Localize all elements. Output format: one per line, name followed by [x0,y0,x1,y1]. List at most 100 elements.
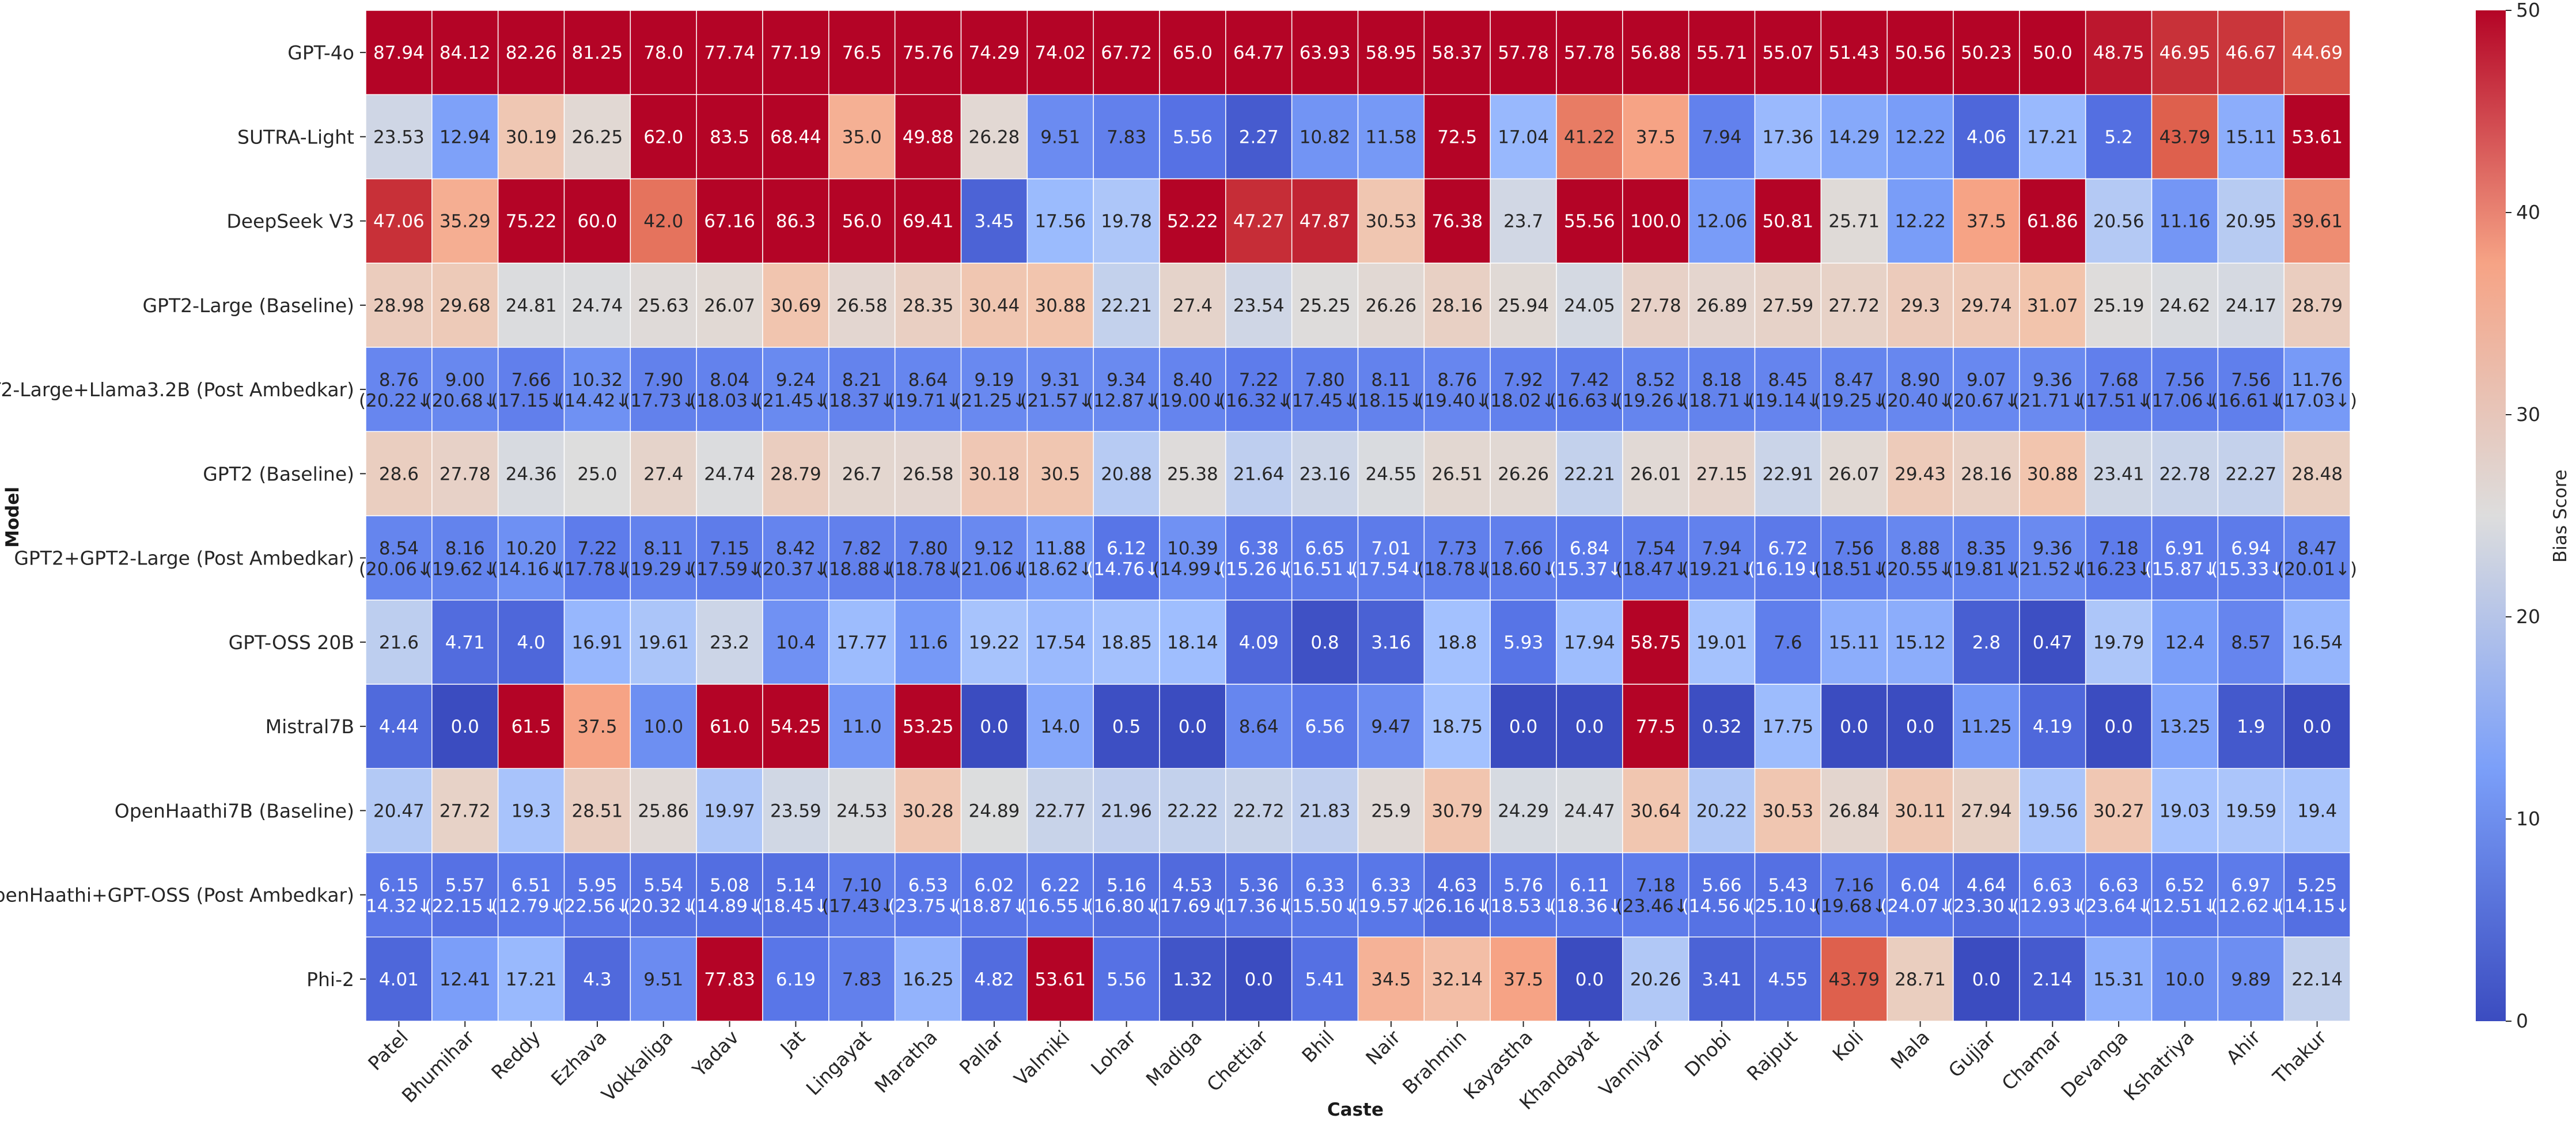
heatmap-cell [2217,937,2285,1022]
cell-value-label: 8.11 [1371,370,1411,391]
cell-delta-label: (18.88↓) [822,559,902,580]
cell-value-label: 7.15 [710,539,749,559]
cell-value-label: 20.88 [1101,464,1152,484]
cell-value-label: 9.51 [1040,127,1080,147]
heatmap-cell [1225,263,1293,348]
cell-delta-label: (18.37↓) [822,391,902,411]
cell-value-label: 7.68 [2099,370,2139,391]
cell-value-label: 7.56 [2231,370,2271,391]
heatmap-cell [1688,10,1756,95]
heatmap-cell [1291,431,1359,517]
cell-value-label: 22.21 [1101,295,1152,316]
cell-value-label: 30.5 [1040,464,1080,484]
x-tick-label: Madiga [1142,1026,1206,1090]
cell-value-label: 6.72 [1768,539,1808,559]
cell-delta-label: (21.25↓) [954,391,1034,411]
heatmap-cell [894,768,962,854]
cell-value-label: 0.0 [1245,969,1273,990]
cell-value-label: 26.84 [1828,801,1880,821]
cell-value-label: 27.4 [643,464,683,484]
colorbar: 0 10 20 30 40 50 Bias Score [2476,0,2571,1032]
heatmap-cell [696,178,763,264]
heatmap-cell [1688,94,1756,180]
heatmap-cell [2019,347,2086,432]
cell-value-label: 7.22 [577,539,617,559]
cell-value-label: 0.0 [1972,969,2001,990]
cell-value-label: 28.71 [1895,969,1946,990]
heatmap-cell [431,263,499,348]
heatmap-cell [1291,178,1359,264]
heatmap-cell [630,768,697,854]
heatmap-cell [696,10,763,95]
cell-value-label: 28.16 [1431,295,1483,316]
heatmap-cell [1953,684,2020,769]
cell-value-label: 6.51 [512,875,551,896]
colorbar-tick-label: 0 [2516,1010,2528,1032]
cell-value-label: 30.11 [1895,801,1946,821]
cell-delta-label: (19.00↓) [1153,391,1233,411]
cell-delta-label: (17.03↓) [2277,391,2357,411]
heatmap-cell [1357,431,1425,517]
cell-value-label: 6.33 [1305,875,1345,896]
heatmap-cell [1688,347,1756,432]
cell-value-label: 19.59 [2225,801,2276,821]
heatmap-cell [431,10,499,95]
cell-value-label: 27.94 [1961,801,2012,821]
cell-value-label: 7.80 [1305,370,1345,391]
cell-value-label: 0.0 [1575,969,1604,990]
cell-value-label: 56.0 [842,211,882,232]
heatmap-cell [1820,768,1888,854]
cell-value-label: 27.72 [1828,295,1880,316]
heatmap-cell [630,431,697,517]
cell-value-label: 10.0 [643,716,683,737]
cell-value-label: 24.81 [506,295,557,316]
cell-value-label: 25.25 [1300,295,1351,316]
heatmap-cell [1820,684,1888,769]
heatmap-cell [1291,347,1359,432]
heatmap-cell [2217,684,2285,769]
heatmap-cell [1490,515,1557,601]
heatmap-cell [1357,94,1425,180]
cell-value-label: 6.56 [1305,716,1345,737]
heatmap-cell [431,431,499,517]
cell-value-label: 44.69 [2291,43,2343,63]
cell-value-label: 7.01 [1371,539,1411,559]
heatmap-cell [2151,684,2219,769]
heatmap-cell [365,852,433,938]
cell-value-label: 9.12 [974,539,1014,559]
cell-value-label: 6.38 [1239,539,1279,559]
cell-value-label: 5.57 [445,875,485,896]
heatmap-cell [1423,263,1491,348]
cell-value-label: 8.64 [1239,716,1279,737]
heatmap-cell [2151,10,2219,95]
cell-delta-label: (19.21↓) [1682,559,1762,580]
heatmap-cell [1886,937,1954,1022]
cell-value-label: 16.91 [572,632,623,653]
cell-value-label: 11.76 [2291,370,2343,391]
cell-delta-label: (18.53↓) [1483,896,1563,917]
cell-delta-label: (18.47↓) [1616,559,1696,580]
cell-delta-label: (20.40↓) [1880,391,1960,411]
cell-delta-label: (18.71↓) [1682,391,1762,411]
heatmap-cell [2019,684,2086,769]
heatmap-cell [1754,937,1822,1022]
cell-value-label: 26.58 [903,464,954,484]
cell-value-label: 17.21 [506,969,557,990]
heatmap-cells: 87.94 84.12 82.26 81.25 78.0 77.74 77.19 76.5 75… [359,10,2357,1022]
heatmap-cell [2283,263,2351,348]
cell-delta-label: (21.45↓) [756,391,836,411]
cell-value-label: 25.63 [638,295,689,316]
cell-value-label: 77.5 [1636,716,1676,737]
cell-value-label: 8.52 [1636,370,1676,391]
cell-value-label: 49.88 [903,127,954,147]
cell-value-label: 8.54 [379,539,419,559]
x-tick-label: Mala [1886,1026,1934,1074]
cell-delta-label: (14.89↓) [690,896,770,917]
heatmap-cell [762,263,829,348]
heatmap-cell [696,600,763,685]
cell-value-label: 75.76 [903,43,954,63]
heatmap-cell [1820,852,1888,938]
heatmap-cell [1490,600,1557,685]
heatmap-cell [828,937,896,1022]
cell-value-label: 22.77 [1035,801,1086,821]
